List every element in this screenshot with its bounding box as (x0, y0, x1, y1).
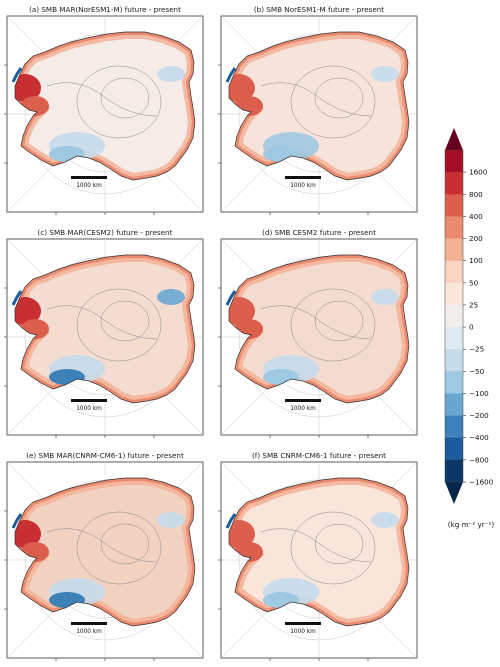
peninsula-coastal-loss (225, 290, 237, 306)
colorbar-tick-label: −25 (469, 345, 484, 354)
colorbar-tick-label: 400 (469, 212, 483, 221)
colorbar-bin (445, 216, 463, 239)
scale-bar-label: 1000 km (290, 406, 316, 412)
colorbar-unit-label: (kg m⁻² yr⁻¹) (448, 520, 495, 529)
colorbar-extend-min (445, 482, 463, 504)
colorbar-bin (445, 260, 463, 284)
colorbar-bin (445, 415, 463, 439)
colorbar-frame (444, 149, 464, 483)
colorbar-tick-label: 0 (469, 323, 474, 332)
colorbar-bin (445, 371, 463, 394)
map-panel-1: (a) SMB MAR(NorESM1-M) future - present 1… (4, 5, 204, 215)
colorbar-tick-label: 25 (469, 300, 478, 309)
colorbar-tick-label: −50 (469, 367, 485, 376)
colorbar-bin (445, 459, 463, 483)
colorbar-tick-label: −400 (469, 433, 489, 442)
colorbar-bin (445, 194, 463, 217)
map-panel-4: (d) SMB CESM2 future - present 1000 km (218, 228, 418, 438)
colorbar-bin (445, 238, 463, 261)
panel-title: (b) SMB NorESM1-M future - present (254, 5, 384, 14)
scale-bar: 1000 km (71, 176, 107, 189)
map-panel-6: (f) SMB CNRM-CM6-1 future - present 1000 … (218, 451, 418, 661)
scale-bar-label: 1000 km (290, 183, 316, 189)
panel-title: (c) SMB MAR(CESM2) future - present (38, 228, 173, 237)
colorbar-tick-label: 200 (469, 234, 483, 243)
colorbar-tick-label: 1600 (469, 168, 488, 177)
colorbar-bin (445, 437, 463, 461)
colorbar-tick-label: −800 (469, 455, 489, 464)
colorbar-bin (445, 304, 463, 328)
scale-bar: 1000 km (285, 176, 321, 189)
colorbar-bin (445, 282, 463, 306)
colorbar-tick-label: 50 (469, 278, 479, 287)
colorbar-tick-label: 100 (469, 256, 483, 265)
antarctica-smb-field (225, 477, 410, 627)
colorbar-tick-label: −1600 (469, 478, 494, 487)
scale-bar-label: 1000 km (290, 629, 316, 635)
colorbar-bin (445, 150, 463, 173)
map-panel-3: (c) SMB MAR(CESM2) future - present 1000 … (4, 228, 204, 438)
scale-bar-label: 1000 km (76, 406, 102, 412)
colorbar-bin (445, 327, 463, 350)
scale-bar: 1000 km (285, 622, 321, 635)
peninsula-coastal-loss (225, 513, 237, 529)
panel-title: (d) SMB CESM2 future - present (262, 228, 376, 237)
scale-bar: 1000 km (71, 399, 107, 412)
peninsula-coastal-loss (225, 67, 237, 83)
colorbar-bin (445, 349, 463, 372)
panel-title: (e) SMB MAR(CNRM-CM6-1) future - present (26, 451, 184, 460)
panel-title: (a) SMB MAR(NorESM1-M) future - present (29, 5, 181, 14)
colorbar-extend-max (445, 128, 463, 150)
peninsula-coastal-loss (11, 513, 23, 529)
panel-title: (f) SMB CNRM-CM6-1 future - present (252, 451, 386, 460)
colorbar-tick-label: 800 (469, 190, 483, 199)
antarctica-smb-field (11, 31, 196, 181)
antarctica-smb-field (225, 254, 410, 404)
peninsula-coastal-loss (11, 67, 23, 83)
scale-bar: 1000 km (285, 399, 321, 412)
colorbar-bin (445, 393, 463, 416)
colorbar: 1600 800 400 200 100 50 25 0 −25 −50 −100 −200 −400 −… (444, 128, 495, 529)
scale-bar-label: 1000 km (76, 629, 102, 635)
map-panel-2: (b) SMB NorESM1-M future - present 1000 k… (218, 5, 418, 215)
colorbar-tick-label: −100 (469, 389, 489, 398)
map-panel-5: (e) SMB MAR(CNRM-CM6-1) future - present… (4, 451, 204, 661)
peninsula-coastal-loss (11, 290, 23, 306)
colorbar-bin (445, 172, 463, 195)
scale-bar: 1000 km (71, 622, 107, 635)
scale-bar-label: 1000 km (76, 183, 102, 189)
colorbar-tick-label: −200 (469, 411, 489, 420)
